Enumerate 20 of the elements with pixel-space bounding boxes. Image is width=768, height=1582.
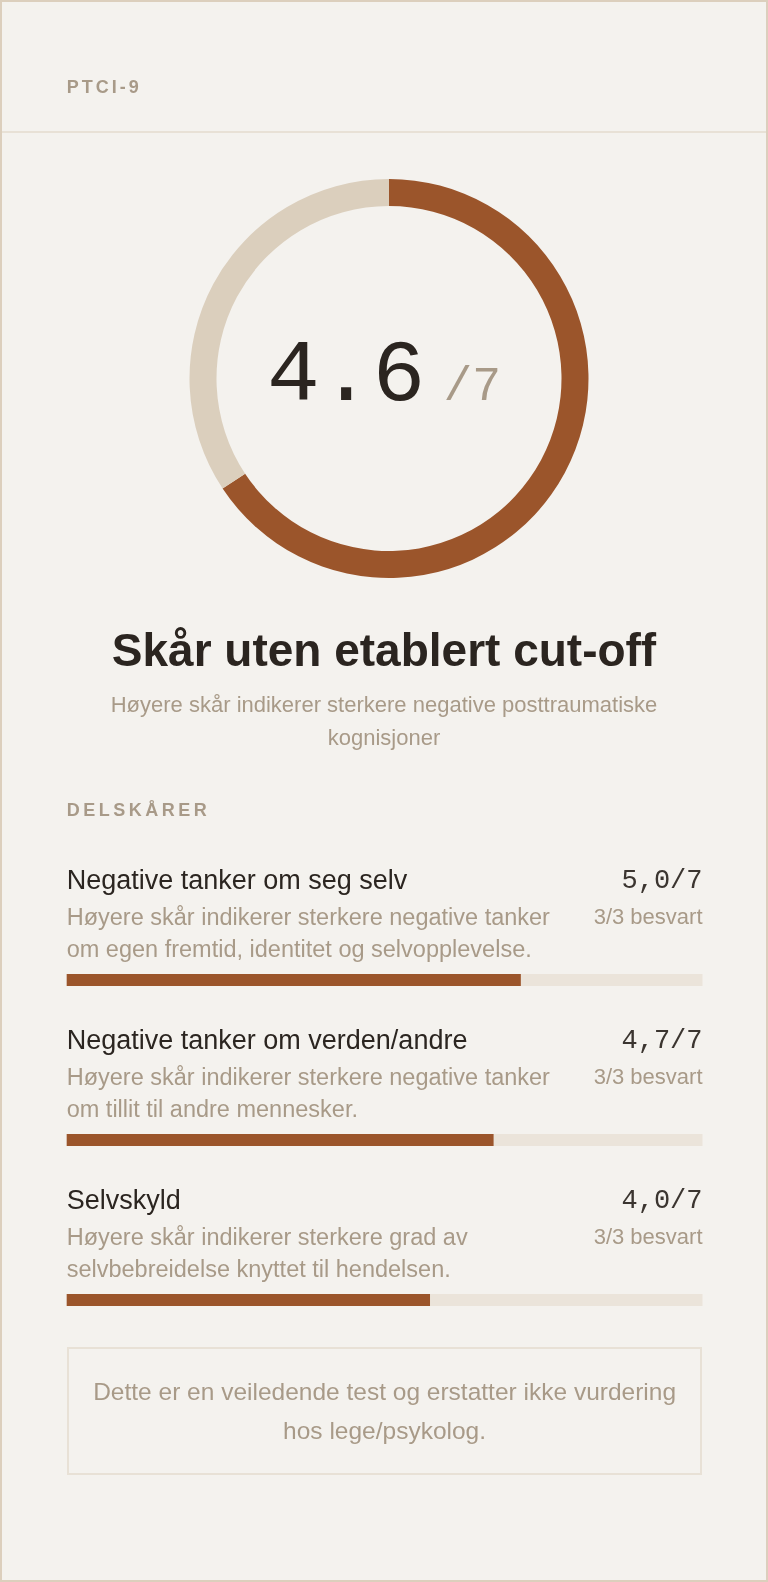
annotation: Høyere skår indikerer sterkere negative tanker om egen fremtid, identitet og selvopplevelse. — [66, 903, 551, 962]
text: Høyere skår indikerer sterkere negative posttraumatiske kognisjoner — [109, 691, 659, 752]
chart-title: PTCI-9 — [66, 77, 142, 97]
annotation: 3/3 besvart — [593, 1064, 703, 1089]
y-tick-label: Selvskyld — [66, 1185, 181, 1215]
annotation: 3/3 besvart — [593, 1224, 703, 1249]
donut-slice — [222, 179, 589, 578]
data-label: 4,0/7 — [621, 1186, 703, 1216]
text: Skår uten etablert cut-off — [110, 624, 658, 676]
annotation: 3/3 besvart — [593, 904, 703, 929]
data-label: 5,0/7 — [621, 866, 703, 896]
chart-title: DELSKÅRER — [66, 800, 211, 820]
annotation: Høyere skår indikerer sterkere grad av selvbebreidelse knyttet til hendelsen. — [66, 1223, 468, 1282]
annotation: Høyere skår indikerer sterkere negative tanker om tillit til andre mennesker. — [66, 1063, 551, 1122]
text: /7 — [443, 360, 502, 414]
y-tick-label: Negative tanker om seg selv — [66, 865, 408, 895]
y-tick-label: Negative tanker om verden/andre — [66, 1025, 468, 1055]
text: 4.6 — [266, 327, 426, 426]
text: Dette er en veiledende test og erstatter ikke vurdering hos lege/psykolog. — [92, 1376, 678, 1446]
data-label: 4,7/7 — [621, 1026, 703, 1056]
